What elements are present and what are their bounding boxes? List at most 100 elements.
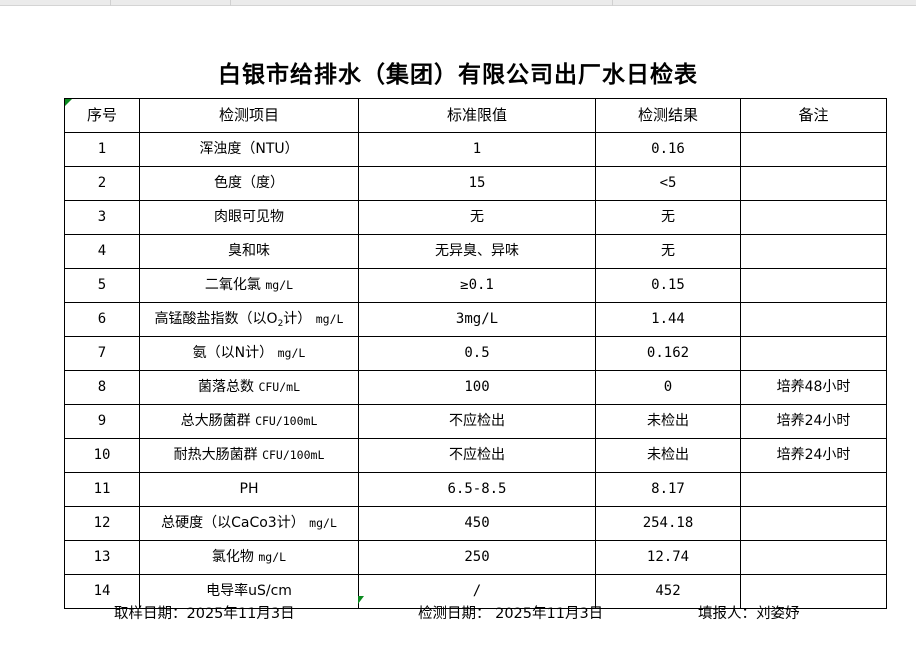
cell-limit: 无异臭、异味 — [358, 234, 596, 269]
cell-result: 0.162 — [595, 336, 741, 371]
column-header-no: 序号 — [64, 98, 140, 133]
inspection-table: 序号 检测项目 标准限值 检测结果 备注 1 浑浊度（NTU） 1 0.16 2 色度（度… — [64, 98, 887, 609]
cell-item: 色度（度） — [139, 166, 359, 201]
cell-item: 电导率uS/cm — [139, 574, 359, 609]
cell-no: 14 — [64, 574, 140, 609]
cell-note — [740, 574, 887, 609]
cell-result: 1.44 — [595, 302, 741, 337]
column-header-note: 备注 — [740, 98, 887, 133]
cell-limit: 15 — [358, 166, 596, 201]
cell-result: 未检出 — [595, 404, 741, 439]
cell-item: 高锰酸盐指数（以O2计） mg/L — [139, 302, 359, 337]
table-row: 7 氨（以N计） mg/L 0.5 0.162 — [64, 336, 887, 371]
table-header-row: 序号 检测项目 标准限值 检测结果 备注 — [64, 98, 887, 133]
reporter-label: 填报人：刘姿妤 — [698, 606, 800, 622]
sample-date-label: 取样日期：2025年11月3日 — [114, 606, 295, 622]
cell-item: 总大肠菌群 CFU/100mL — [139, 404, 359, 439]
cell-no: 13 — [64, 540, 140, 575]
cell-note — [740, 302, 887, 337]
cell-item: 氨（以N计） mg/L — [139, 336, 359, 371]
cell-item: 臭和味 — [139, 234, 359, 269]
cell-limit: 100 — [358, 370, 596, 405]
cell-item: 氯化物 mg/L — [139, 540, 359, 575]
cell-limit: 250 — [358, 540, 596, 575]
table-row: 8 菌落总数 CFU/mL 100 0 培养48小时 — [64, 370, 887, 405]
cell-item: PH — [139, 472, 359, 507]
table-row: 11 PH 6.5-8.5 8.17 — [64, 472, 887, 507]
cell-result: 254.18 — [595, 506, 741, 541]
cell-no: 8 — [64, 370, 140, 405]
cell-no: 4 — [64, 234, 140, 269]
cell-note: 培养48小时 — [740, 370, 887, 405]
table-row: 6 高锰酸盐指数（以O2计） mg/L 3mg/L 1.44 — [64, 302, 887, 337]
table-body: 1 浑浊度（NTU） 1 0.16 2 色度（度） 15 <5 3 肉眼可见物无无 4 臭和味 无异臭、… — [64, 132, 887, 609]
cell-limit: 3mg/L — [358, 302, 596, 337]
cell-note — [740, 132, 887, 167]
spreadsheet-column-header-strip — [0, 0, 916, 6]
cell-note — [740, 506, 887, 541]
cell-result: 0.15 — [595, 268, 741, 303]
cell-item: 浑浊度（NTU） — [139, 132, 359, 167]
cell-result: 0.16 — [595, 132, 741, 167]
cell-limit: 不应检出 — [358, 438, 596, 473]
cell-result: 0 — [595, 370, 741, 405]
cell-note — [740, 472, 887, 507]
table-row: 1 浑浊度（NTU） 1 0.16 — [64, 132, 887, 167]
table-row: 9 总大肠菌群 CFU/100mL 不应检出 未检出 培养24小时 — [64, 404, 887, 439]
cell-note — [740, 166, 887, 201]
cell-note — [740, 200, 887, 235]
cell-limit: 1 — [358, 132, 596, 167]
cell-no: 10 — [64, 438, 140, 473]
cell-limit: 450 — [358, 506, 596, 541]
cell-note: 培养24小时 — [740, 404, 887, 439]
cell-item: 二氧化氯 mg/L — [139, 268, 359, 303]
cell-note — [740, 336, 887, 371]
table-row: 12 总硬度（以CaCo3计） mg/L 450 254.18 — [64, 506, 887, 541]
cell-item: 耐热大肠菌群 CFU/100mL — [139, 438, 359, 473]
cell-item: 总硬度（以CaCo3计） mg/L — [139, 506, 359, 541]
cell-limit: 不应检出 — [358, 404, 596, 439]
column-header-result: 检测结果 — [595, 98, 741, 133]
cell-result: 452 — [595, 574, 741, 609]
cell-note — [740, 234, 887, 269]
table-row: 10 耐热大肠菌群 CFU/100mL 不应检出 未检出 培养24小时 — [64, 438, 887, 473]
cell-result: 8.17 — [595, 472, 741, 507]
table-row: 5 二氧化氯 mg/L ≥0.1 0.15 — [64, 268, 887, 303]
cell-no: 12 — [64, 506, 140, 541]
cell-limit: 6.5-8.5 — [358, 472, 596, 507]
column-header-item: 检测项目 — [139, 98, 359, 133]
table-row: 14 电导率uS/cm/452 — [64, 574, 887, 609]
cell-result: <5 — [595, 166, 741, 201]
cell-note — [740, 540, 887, 575]
cell-item: 菌落总数 CFU/mL — [139, 370, 359, 405]
cell-no: 3 — [64, 200, 140, 235]
cell-result: 无 — [595, 234, 741, 269]
column-header-limit: 标准限值 — [358, 98, 596, 133]
cell-no: 5 — [64, 268, 140, 303]
footer: 取样日期：2025年11月3日 检测日期： 2025年11月3日 填报人：刘姿妤 — [64, 602, 886, 628]
cell-note — [740, 268, 887, 303]
cell-limit: / — [358, 574, 596, 609]
table-row: 13 氯化物 mg/L 250 12.74 — [64, 540, 887, 575]
cell-result: 未检出 — [595, 438, 741, 473]
table-row: 3 肉眼可见物无无 — [64, 200, 887, 235]
page-title: 白银市给排水（集团）有限公司出厂水日检表 — [218, 61, 698, 88]
cell-no: 6 — [64, 302, 140, 337]
test-date-label: 检测日期： 2025年11月3日 — [418, 606, 604, 622]
cell-no: 1 — [64, 132, 140, 167]
cell-limit: ≥0.1 — [358, 268, 596, 303]
cell-no: 9 — [64, 404, 140, 439]
table-row: 2 色度（度） 15 <5 — [64, 166, 887, 201]
inspection-table-wrapper: 序号 检测项目 标准限值 检测结果 备注 1 浑浊度（NTU） 1 0.16 2 色度（度… — [64, 98, 887, 609]
table-row: 4 臭和味 无异臭、异味无 — [64, 234, 887, 269]
cell-limit: 0.5 — [358, 336, 596, 371]
cell-result: 12.74 — [595, 540, 741, 575]
cell-no: 7 — [64, 336, 140, 371]
cell-no: 2 — [64, 166, 140, 201]
cell-result: 无 — [595, 200, 741, 235]
cell-note: 培养24小时 — [740, 438, 887, 473]
cell-no: 11 — [64, 472, 140, 507]
cell-limit: 无 — [358, 200, 596, 235]
cell-item: 肉眼可见物 — [139, 200, 359, 235]
